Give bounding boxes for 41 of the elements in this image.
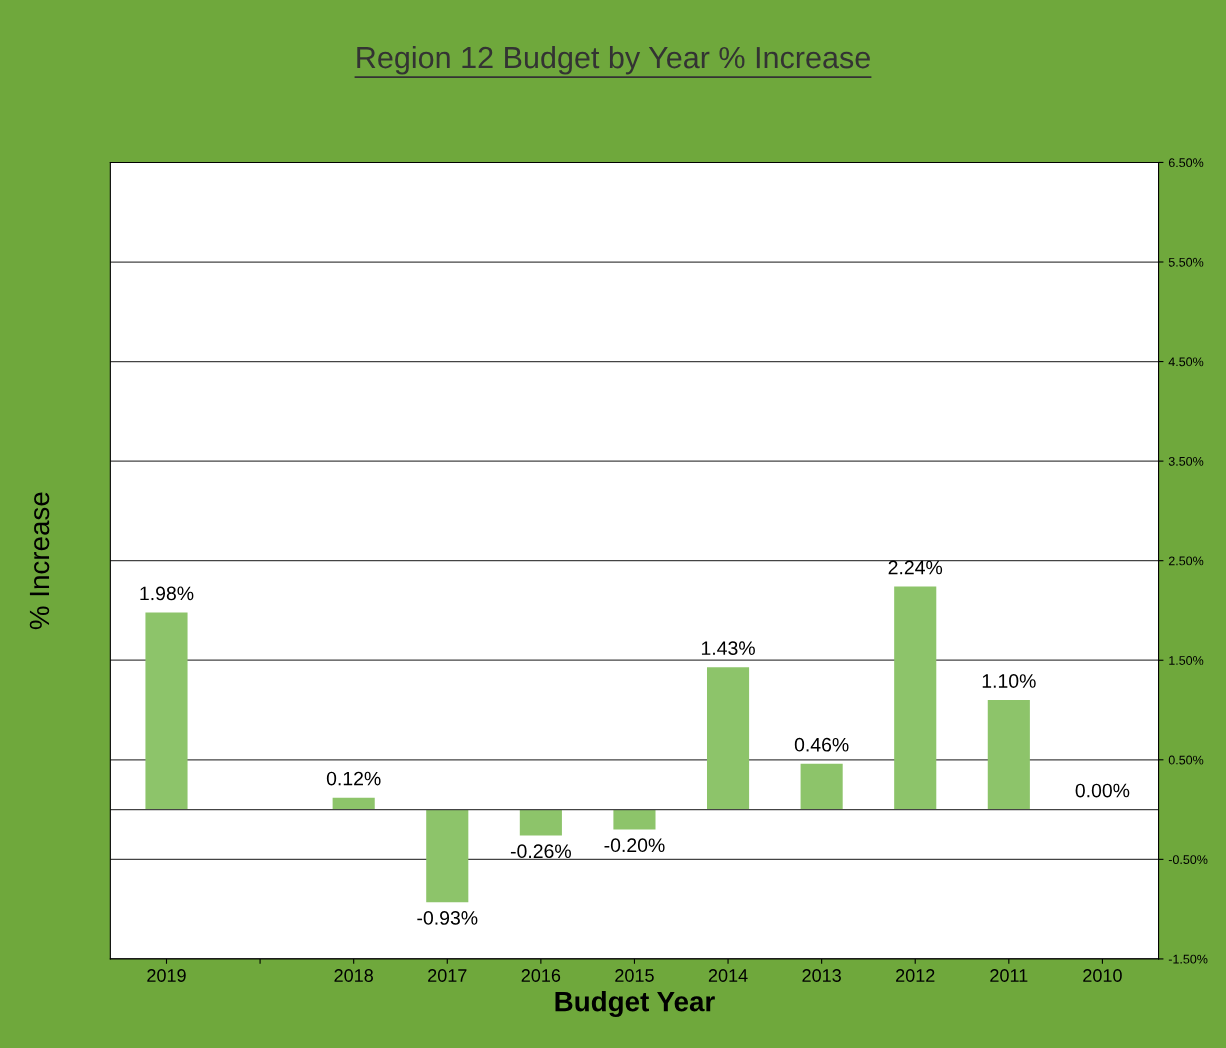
x-tick-label: 2017 <box>428 969 467 982</box>
chart-title: Region 12 Budget by Year % Increase <box>357 45 870 75</box>
x-tick-label: 2019 <box>147 969 186 982</box>
x-tick-label: 2013 <box>802 969 841 982</box>
y-tick-label: -0.50% <box>1168 855 1208 865</box>
data-label: 0.46% <box>794 737 849 752</box>
data-label: 0.12% <box>326 771 381 786</box>
x-tick-label: 2010 <box>1083 969 1122 982</box>
bar <box>519 809 562 836</box>
y-tick-label: 6.50% <box>1168 158 1204 168</box>
bar <box>800 763 843 810</box>
y-tick-label: 1.50% <box>1169 656 1204 665</box>
y-tick-label: 5.50% <box>1168 257 1204 267</box>
x-tick-label: 2016 <box>521 969 561 982</box>
data-label: 1.98% <box>140 586 194 601</box>
data-label: -0.93% <box>417 911 478 925</box>
x-tick-label: 2018 <box>334 969 373 982</box>
y-tick-label: -1.50% <box>1168 954 1208 964</box>
data-label: -0.20% <box>604 838 665 853</box>
y-tick-label: 3.50% <box>1168 456 1204 466</box>
bar <box>613 809 656 830</box>
y-tick-label: 2.50% <box>1168 556 1204 566</box>
x-axis-title: Budget Year <box>555 991 715 1018</box>
data-label: 1.43% <box>701 641 755 656</box>
x-tick-label: 2011 <box>990 969 1028 982</box>
bar <box>145 612 188 810</box>
bar <box>426 809 469 903</box>
bar <box>332 797 375 810</box>
data-label: -0.26% <box>510 844 571 859</box>
y-tick-label: 0.50% <box>1168 755 1204 765</box>
x-tick-label: 2012 <box>896 969 935 982</box>
data-label: 0.00% <box>1075 783 1130 798</box>
data-label: 2.24% <box>888 560 943 575</box>
data-label: 1.10% <box>982 674 1036 688</box>
bar <box>894 586 937 810</box>
bar <box>987 700 1030 810</box>
y-axis-title: % Increase <box>29 492 50 630</box>
y-tick-label: 4.50% <box>1168 357 1204 367</box>
bar <box>706 667 750 810</box>
x-tick-label: 2015 <box>615 969 654 982</box>
x-tick-label: 2014 <box>708 969 748 982</box>
